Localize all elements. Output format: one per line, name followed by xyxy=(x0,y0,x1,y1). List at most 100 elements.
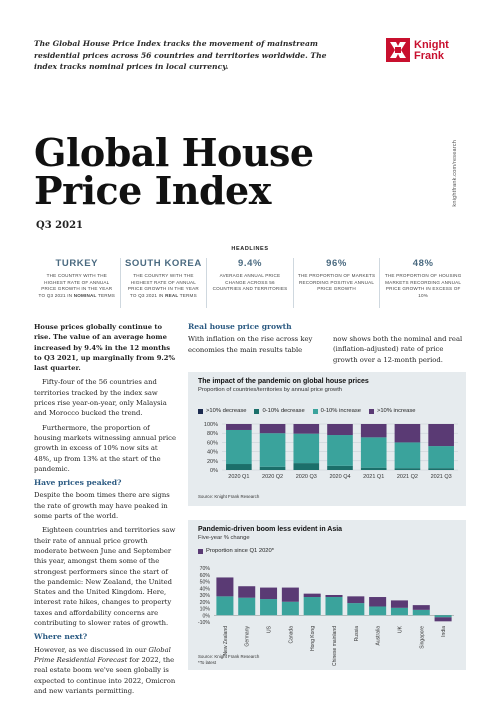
stat-desc: THE PROPORTION OF HOUSING MARKETS RECORD… xyxy=(384,273,462,298)
x-tick-label: 2020 Q2 xyxy=(262,474,283,480)
y-tick-label: 70% xyxy=(200,566,211,572)
bar-segment xyxy=(327,465,353,470)
y-tick-label: 10% xyxy=(200,607,211,613)
bar-segment xyxy=(360,437,387,468)
bar-segment xyxy=(259,424,286,434)
bar-segment xyxy=(347,596,365,604)
bar-segment xyxy=(226,429,252,465)
x-tick-label: 2020 Q3 xyxy=(296,474,317,480)
y-tick-label: 20% xyxy=(200,600,211,606)
logo-line-1: Knight xyxy=(414,39,449,51)
y-tick-label: 40% xyxy=(207,450,218,456)
x-tick-label: India xyxy=(441,626,447,637)
bar-segment xyxy=(360,467,387,470)
side-url[interactable]: knightfrank.com/research xyxy=(452,140,458,207)
y-tick-label: 80% xyxy=(207,431,218,437)
legend-item: >10% increase xyxy=(368,408,415,414)
chart-subtitle: Proportion of countries/territories by a… xyxy=(198,387,343,393)
y-tick-label: 20% xyxy=(207,459,218,465)
x-tick-label: Germany xyxy=(245,626,251,647)
knight-frank-logo[interactable]: Knight Frank xyxy=(386,38,466,68)
x-tick-label: Canada xyxy=(288,626,294,644)
bar-segment xyxy=(303,597,321,616)
headlines-label: HEADLINES xyxy=(231,246,269,252)
chart-panel-asia-boom: Pandemic-driven boom less evident in Asi… xyxy=(188,520,466,670)
x-tick-label: Singapore xyxy=(419,626,425,649)
chart-legend: Proportion since Q1 2020* xyxy=(198,548,274,554)
page-title: Global House Price Index xyxy=(34,134,314,210)
x-tick-label: New Zealand xyxy=(223,626,229,656)
stat-value: TURKEY xyxy=(55,258,99,269)
y-tick-label: 50% xyxy=(200,580,211,586)
legend-item: 0-10% decrease xyxy=(254,408,305,414)
stat-desc: THE COUNTRY WITH THE HIGHEST RATE OF ANN… xyxy=(38,273,116,298)
bar-segment xyxy=(259,466,286,470)
bar-segment xyxy=(434,617,452,622)
bar-segment xyxy=(390,600,408,608)
bar-segment xyxy=(428,446,454,469)
body-paragraph: With inflation on the rise across key ec… xyxy=(188,335,313,354)
bar-segment xyxy=(428,468,454,470)
stat-value: 9.4% xyxy=(237,258,263,269)
bar-segment xyxy=(260,599,278,616)
bar-segment xyxy=(369,606,387,616)
bar-segment xyxy=(238,586,256,598)
y-tick-label: 60% xyxy=(207,440,218,446)
stat-growth-over-10: 48% THE PROPORTION OF HOUSING MARKETS RE… xyxy=(379,258,466,308)
x-tick-label: UK xyxy=(397,625,403,633)
report-link[interactable]: Global Prime Residential Forecast xyxy=(34,645,171,664)
bar-segment xyxy=(390,607,408,616)
y-tick-label: 0% xyxy=(203,613,211,619)
bar-segment xyxy=(293,433,320,464)
stat-value: SOUTH KOREA xyxy=(124,258,202,269)
title-line-1: Global House xyxy=(34,130,314,175)
bar-segment xyxy=(369,597,387,607)
x-tick-label: Hong Kong xyxy=(310,626,316,651)
stat-positive-growth: 96% THE PROPORTION OF MARKETS RECORDING … xyxy=(292,258,380,308)
chart-source: Source: Knight Frank Research xyxy=(198,494,260,499)
legend-item: >10% decrease xyxy=(198,408,246,414)
bar-segment xyxy=(216,596,234,616)
x-tick-label: 2021 Q1 xyxy=(363,474,384,480)
body-paragraph: Furthermore, the proportion of housing m… xyxy=(34,423,177,473)
bar-segment xyxy=(327,424,353,436)
bar-segment xyxy=(226,464,252,470)
chart-pandemic-impact: 100% 80% 60% 40% 20% 0% 2020 Q1 2020 Q2 2020 Q3 2… xyxy=(204,422,458,480)
section-heading-peaked: Have prices peaked? xyxy=(34,478,122,488)
chart-title: The impact of the pandemic on global hou… xyxy=(198,378,369,385)
bar-segment xyxy=(293,424,320,434)
article-column-3: now shows both the nominal and real (inf… xyxy=(333,322,466,369)
chart-title: Pandemic-driven boom less evident in Asi… xyxy=(198,526,343,533)
x-tick-label: Australia xyxy=(376,626,382,646)
y-tick-label: 0% xyxy=(210,468,218,474)
chart-source: Source: Knight Frank Research *To latest xyxy=(198,654,260,665)
bar-segment xyxy=(216,577,234,597)
x-tick-label: 2020 Q4 xyxy=(329,474,350,480)
x-tick-label: 2021 Q2 xyxy=(397,474,418,480)
bar-segment xyxy=(325,595,343,598)
stat-desc: THE COUNTRY WITH THE HIGHEST RATE OF ANN… xyxy=(127,273,199,298)
bar-segment xyxy=(360,424,387,438)
bar-segment xyxy=(325,597,343,616)
bar-segment xyxy=(412,605,430,610)
bar-segment xyxy=(260,587,278,600)
bar-segment xyxy=(281,587,299,602)
article-column-1: House prices globally continue to rise. … xyxy=(34,322,176,700)
stat-average-change: 9.4% AVERAGE ANNUAL PRICE CHANGE ACROSS … xyxy=(206,258,293,308)
bar-segment xyxy=(394,424,421,443)
stat-south-korea: SOUTH KOREA THE COUNTRY WITH THE HIGHEST… xyxy=(119,258,207,308)
bar-segment xyxy=(259,433,286,467)
x-tick-label: 2021 Q3 xyxy=(431,474,452,480)
bar-segment xyxy=(226,424,252,430)
x-tick-label: US xyxy=(267,625,273,633)
headline-stats: TURKEY THE COUNTRY WITH THE HIGHEST RATE… xyxy=(34,258,466,308)
body-paragraph: Despite the boom times there are signs t… xyxy=(34,491,170,521)
x-tick-label: Russia xyxy=(354,626,360,642)
bar-segment xyxy=(293,463,320,470)
logo-wordmark: Knight Frank xyxy=(414,40,449,62)
bar-segment xyxy=(303,593,321,598)
body-paragraph: Fifty-four of the 56 countries and terri… xyxy=(34,378,167,418)
quarter-label: Q3 2021 xyxy=(36,220,83,231)
section-heading-where-next: Where next? xyxy=(34,632,88,642)
body-paragraph: Eighteen countries and territories saw t… xyxy=(34,526,176,628)
